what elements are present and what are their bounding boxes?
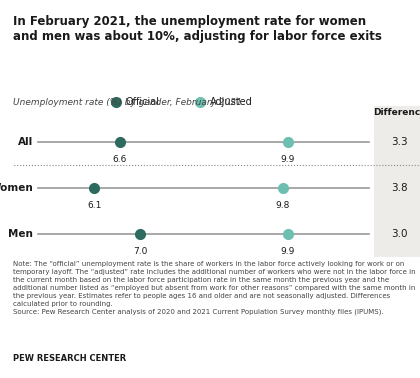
Text: Official: Official — [126, 97, 160, 107]
Text: Women: Women — [0, 183, 33, 193]
Text: 9.9: 9.9 — [281, 247, 295, 256]
Text: 3.3: 3.3 — [391, 138, 408, 147]
Text: Difference: Difference — [373, 108, 420, 117]
Text: Adjusted: Adjusted — [210, 97, 253, 107]
Text: 9.8: 9.8 — [276, 201, 290, 210]
Text: Note: The “official” unemployment rate is the share of workers in the labor forc: Note: The “official” unemployment rate i… — [13, 261, 415, 315]
Text: 3.8: 3.8 — [391, 183, 408, 193]
Text: PEW RESEARCH CENTER: PEW RESEARCH CENTER — [13, 354, 126, 363]
Text: All: All — [18, 138, 33, 147]
Text: 6.1: 6.1 — [87, 201, 101, 210]
Text: 7.0: 7.0 — [133, 247, 147, 256]
Text: Unemployment rate (%) by gender, February 2021: Unemployment rate (%) by gender, Februar… — [13, 98, 241, 107]
Bar — [374, 106, 420, 257]
Text: 6.6: 6.6 — [113, 155, 127, 164]
Text: 3.0: 3.0 — [391, 229, 408, 239]
Text: 9.9: 9.9 — [281, 155, 295, 164]
Text: Men: Men — [8, 229, 33, 239]
Text: In February 2021, the unemployment rate for women
and men was about 10%, adjusti: In February 2021, the unemployment rate … — [13, 15, 381, 43]
